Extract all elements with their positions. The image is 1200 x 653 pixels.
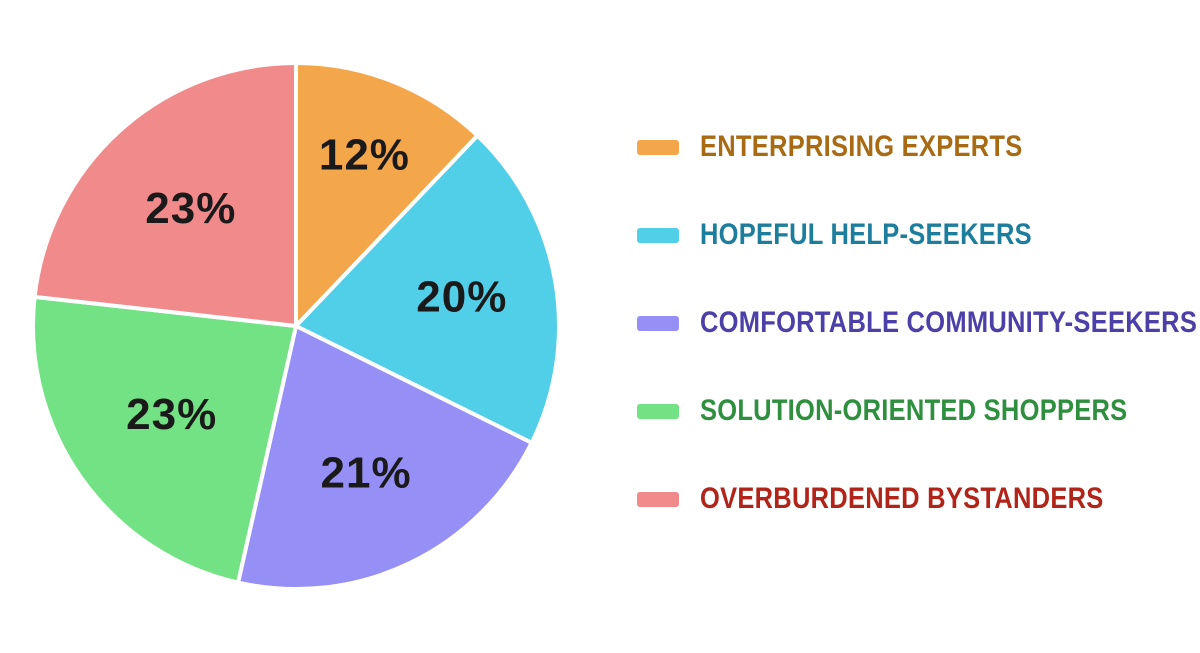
- legend-item-overburdened-bystanders: OVERBURDENED BYSTANDERS: [637, 482, 1175, 515]
- pie-chart: 12% 20% 21% 23% 23%: [31, 61, 561, 591]
- pie-slice-comfortable-community-seekers: [236, 324, 534, 591]
- pie-slice-enterprising-experts: [294, 61, 480, 328]
- slice-percent-label-overburdened-bystanders: 23%: [145, 184, 236, 233]
- legend-label-enterprising-experts: ENTERPRISING EXPERTS: [700, 130, 1023, 163]
- legend-swatch-hopeful-help-seekers: [637, 227, 679, 243]
- legend-swatch-comfortable-community-seekers: [637, 315, 679, 331]
- slice-percent-label-enterprising-experts: 12%: [319, 131, 410, 180]
- legend-swatch-solution-oriented-shoppers: [637, 403, 679, 419]
- legend-label-overburdened-bystanders: OVERBURDENED BYSTANDERS: [700, 482, 1104, 515]
- slice-percent-label-comfortable-community-seekers: 21%: [321, 449, 412, 498]
- legend-item-hopeful-help-seekers: HOPEFUL HELP-SEEKERS: [637, 218, 1091, 251]
- legend-item-comfortable-community-seekers: COMFORTABLE COMMUNITY-SEEKERS: [637, 306, 1200, 339]
- legend-label-comfortable-community-seekers: COMFORTABLE COMMUNITY-SEEKERS: [700, 306, 1198, 339]
- legend-item-solution-oriented-shoppers: SOLUTION-ORIENTED SHOPPERS: [637, 394, 1200, 427]
- slice-percent-label-hopeful-help-seekers: 20%: [416, 272, 507, 321]
- legend-swatch-overburdened-bystanders: [637, 491, 679, 507]
- pie-slice-hopeful-help-seekers: [294, 133, 561, 445]
- pie-slice-solution-oriented-shoppers: [31, 294, 298, 585]
- legend-item-enterprising-experts: ENTERPRISING EXPERTS: [637, 130, 1079, 163]
- legend-label-solution-oriented-shoppers: SOLUTION-ORIENTED SHOPPERS: [700, 394, 1128, 427]
- legend-label-hopeful-help-seekers: HOPEFUL HELP-SEEKERS: [700, 218, 1032, 251]
- legend-swatch-enterprising-experts: [637, 139, 679, 155]
- pie-slice-overburdened-bystanders: [32, 61, 298, 328]
- slice-percent-label-solution-oriented-shoppers: 23%: [126, 390, 217, 439]
